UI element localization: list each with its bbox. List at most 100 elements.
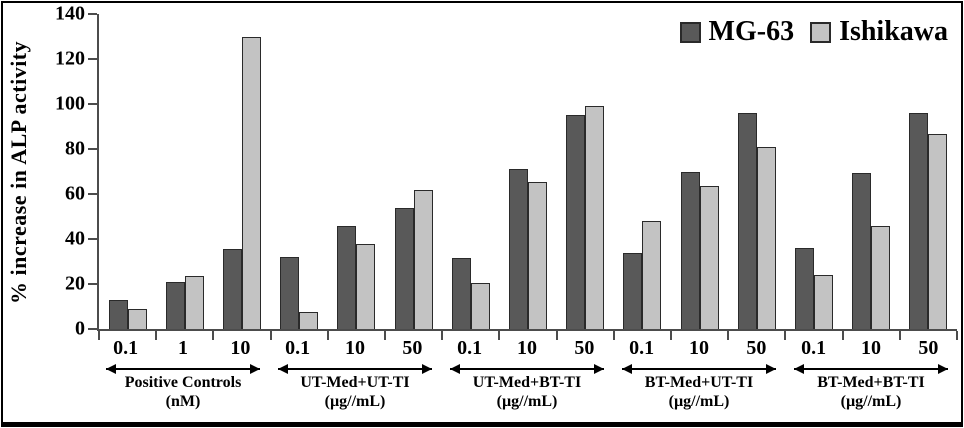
group-range-arrow-icon — [621, 364, 777, 374]
x-tick — [155, 331, 158, 340]
category-label: 50 — [746, 337, 767, 359]
y-tick-label: 100 — [55, 92, 85, 115]
bar-pair — [680, 171, 719, 329]
x-tick — [956, 331, 958, 340]
bar-ishikawa — [242, 36, 261, 329]
bar-pair — [909, 113, 948, 329]
plot-area: 0 20 40 60 80 100 120 140 — [55, 3, 958, 340]
y-tick — [88, 328, 97, 330]
bar-ishikawa — [642, 221, 662, 329]
bar-ishikawa — [413, 189, 433, 329]
bar-ishikawa — [299, 312, 319, 329]
y-tick — [88, 103, 97, 105]
x-tick — [212, 331, 215, 340]
category-label: 0.1 — [285, 337, 311, 359]
x-group: 0.1 10 50 BT-Med+UT-TI (µg//mL) — [613, 333, 785, 411]
bar-group — [785, 14, 957, 329]
group-label: Positive Controls — [124, 374, 242, 391]
bar-cell — [557, 14, 614, 329]
category-label: 10 — [230, 337, 251, 359]
y-tick-label: 60 — [65, 182, 85, 205]
group-unit-label: (µg//mL) — [840, 393, 902, 410]
group-unit-label: (µg//mL) — [496, 393, 558, 410]
y-tick — [88, 58, 97, 60]
bar-mg63 — [165, 281, 185, 329]
y-axis-layer: 0 20 40 60 80 100 120 140 — [55, 3, 958, 340]
bar-group — [271, 14, 443, 329]
x-tick — [898, 331, 901, 340]
bar-cell — [499, 14, 556, 329]
bar-ishikawa — [470, 282, 490, 329]
legend-label-mg63: MG-63 — [708, 16, 795, 47]
bar-mg63 — [909, 113, 929, 329]
bar-mg63 — [852, 172, 872, 329]
x-group: 0.1 1 10 Positive Controls (nM) — [97, 333, 269, 411]
legend-swatch-ishikawa-icon — [810, 21, 832, 43]
legend-swatch-mg63-icon — [679, 21, 701, 43]
legend: MG-63 Ishikawa — [679, 16, 948, 48]
x-tick — [784, 331, 787, 340]
bar-pair — [737, 113, 776, 329]
y-tick-label: 140 — [55, 2, 85, 25]
bar-ishikawa — [813, 275, 833, 329]
y-tick-label: 80 — [65, 137, 85, 160]
bar-pair — [280, 257, 319, 329]
bar-mg63 — [623, 252, 643, 329]
bar-pair — [794, 248, 833, 329]
category-row: 0.1 10 50 — [441, 337, 613, 360]
bar-mg63 — [394, 207, 414, 329]
x-tick — [841, 331, 844, 340]
x-group: 0.1 10 50 UT-Med+UT-TI (µg//mL) — [269, 333, 441, 411]
bar-cell — [328, 14, 385, 329]
category-row: 0.1 1 10 — [97, 337, 269, 360]
y-tick-label: 40 — [65, 227, 85, 250]
bar-group — [442, 14, 614, 329]
bar-mg63 — [566, 115, 586, 329]
bar-mg63 — [508, 169, 528, 329]
bar-pair — [394, 189, 433, 329]
category-label: 0.1 — [113, 337, 139, 359]
bar-pair — [337, 225, 376, 329]
category-label: 1 — [177, 337, 188, 359]
bar-group — [99, 14, 271, 329]
bar-ishikawa — [871, 225, 891, 329]
legend-item-ishikawa: Ishikawa — [810, 16, 948, 48]
y-tick-label: 120 — [55, 47, 85, 70]
y-tick — [88, 238, 97, 240]
bar-pair — [223, 36, 261, 329]
x-tick — [670, 331, 672, 340]
bars-layer — [99, 14, 957, 329]
x-tick — [98, 331, 100, 340]
bar-cell — [213, 14, 270, 329]
y-tick-label: 0 — [75, 317, 85, 340]
y-tick — [88, 148, 97, 150]
bar-mg63 — [108, 299, 128, 329]
bar-mg63 — [680, 171, 700, 329]
category-row: 0.1 10 50 — [785, 337, 957, 360]
bar-ishikawa — [928, 134, 948, 329]
bar-ishikawa — [184, 276, 204, 329]
x-tick — [727, 331, 730, 340]
bar-mg63 — [451, 258, 471, 329]
bar-ishikawa — [585, 106, 605, 329]
legend-item-mg63: MG-63 — [679, 16, 795, 48]
category-row: 0.1 10 50 — [613, 337, 785, 360]
bar-ishikawa — [699, 186, 719, 329]
group-label: BT-Med+BT-TI — [817, 374, 925, 391]
group-unit-label: (nM) — [165, 393, 201, 410]
bar-ishikawa — [527, 181, 547, 329]
bar-pair — [451, 258, 490, 329]
bar-pair — [108, 299, 147, 329]
group-range-arrow-icon — [449, 364, 605, 374]
bar-pair — [852, 172, 891, 329]
x-groups: 0.1 1 10 Positive Controls (nM) 0.1 10 50 UT-Med… — [97, 333, 957, 411]
x-tick — [441, 331, 444, 340]
y-tick — [88, 283, 97, 285]
x-tick — [555, 331, 558, 340]
bar-cell — [785, 14, 842, 329]
bar-mg63 — [223, 249, 242, 329]
group-range-arrow-icon — [793, 364, 949, 374]
category-row: 0.1 10 50 — [269, 337, 441, 360]
x-group: 0.1 10 50 UT-Med+BT-TI (µg//mL) — [441, 333, 613, 411]
x-tick — [384, 331, 386, 340]
